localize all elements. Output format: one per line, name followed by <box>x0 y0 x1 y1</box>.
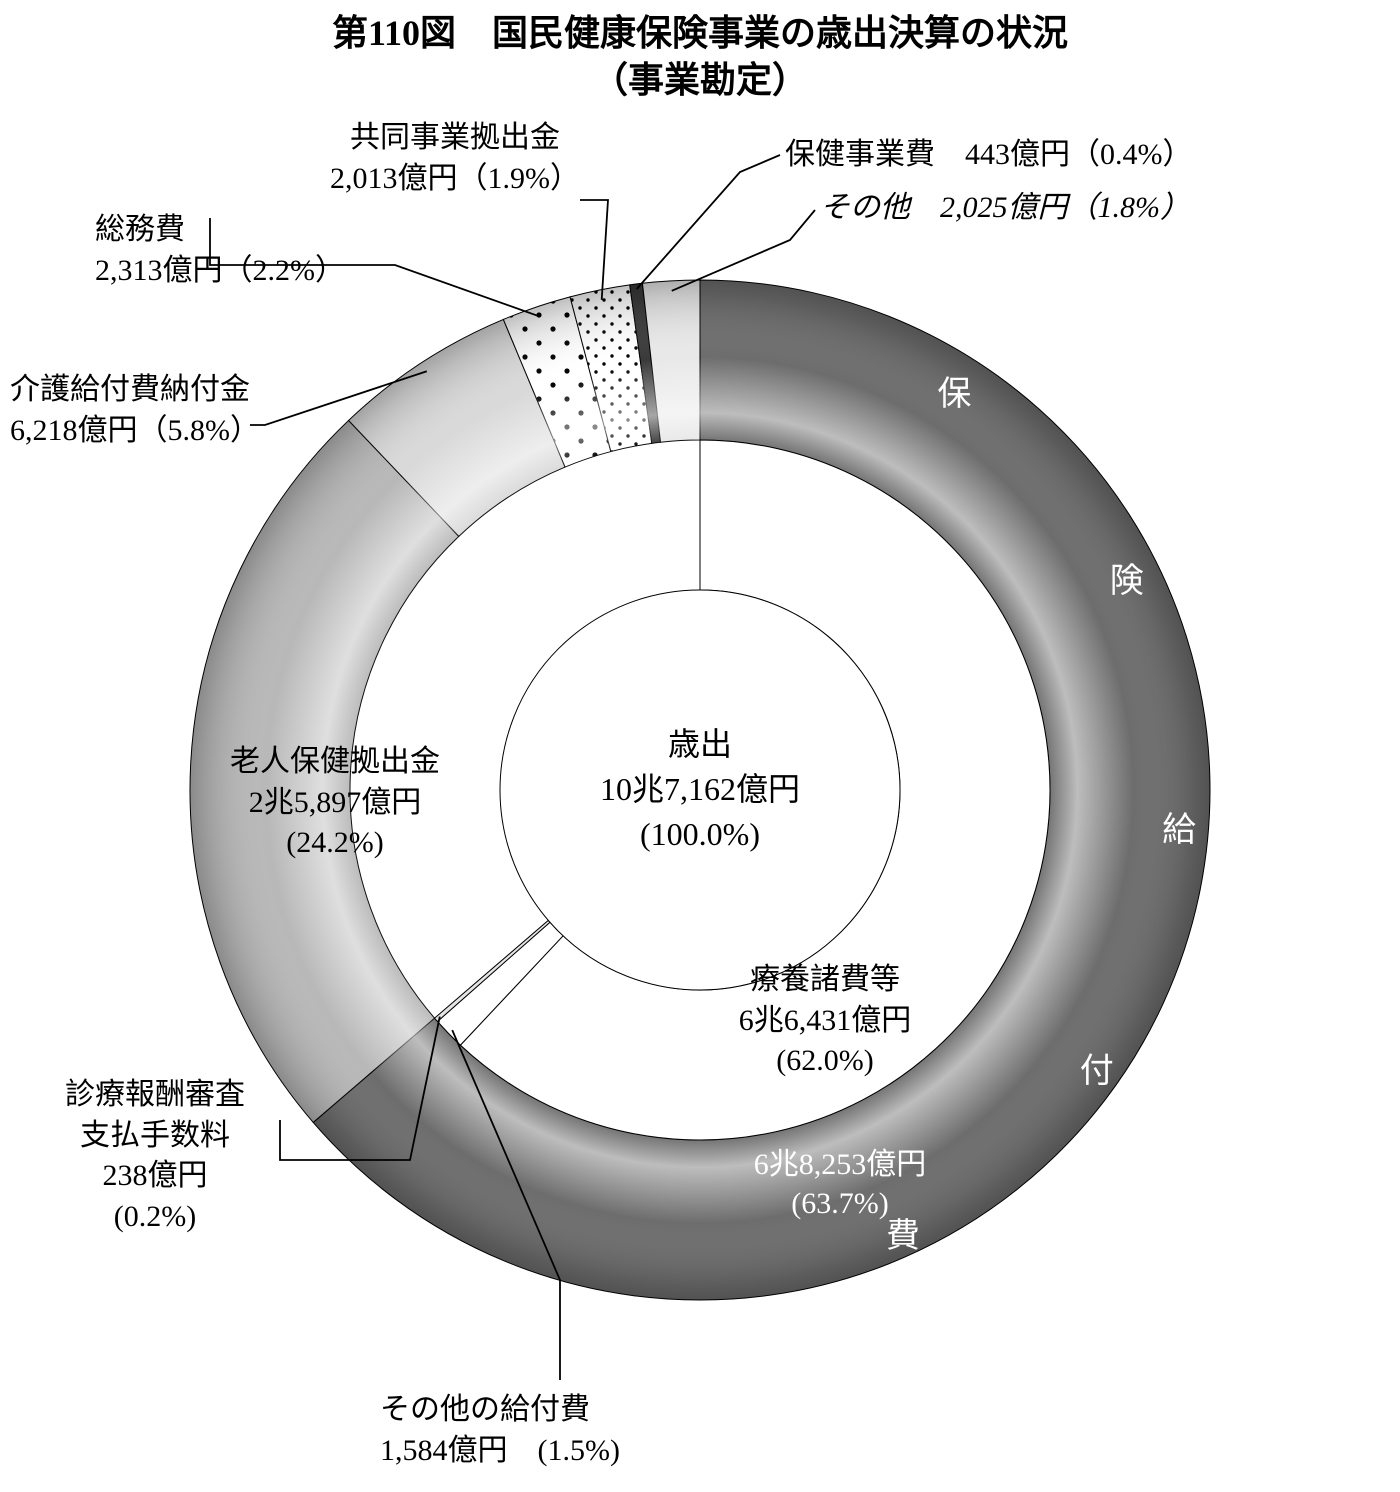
label-kaigo: 介護給付費納付金 6,218億円（5.8%） <box>10 370 260 451</box>
chart-container: 第110図 国民健康保険事業の歳出決算の状況 （事業勘定） <box>0 0 1400 1492</box>
label-hoken-jigyo: 保健事業費 443億円（0.4%） <box>785 135 1193 176</box>
ring-char: 保 <box>937 366 971 415</box>
label-sonota-kyufu: その他の給付費 1,584億円 (1.5%) <box>380 1390 620 1471</box>
label-soumu: 総務費 2,313億円（2.2%） <box>95 210 345 291</box>
label-sonota: その他 2,025億円（1.8%） <box>820 188 1190 229</box>
label-rojin: 老人保健拠出金 2兆5,897億円 (24.2%) <box>205 742 465 864</box>
ring-char: 付 <box>1080 1043 1114 1092</box>
center-pct: (100.0%) <box>640 816 760 852</box>
ring-char: 給 <box>1162 802 1196 851</box>
center-value: 10兆7,162億円 <box>600 771 800 807</box>
label-ryoyo: 療養諸費等 6兆6,431億円 (62.0%) <box>710 960 940 1082</box>
center-label: 歳出 10兆7,162億円 (100.0%) <box>560 722 840 856</box>
center-title: 歳出 <box>668 726 732 762</box>
label-kyodo: 共同事業拠出金 2,013億円（1.9%） <box>295 118 615 199</box>
label-hoken-value: 6兆8,253億円 (63.7%) <box>720 1145 960 1223</box>
ring-char: 費 <box>886 1208 920 1257</box>
label-shinryo: 診療報酬審査 支払手数料 238億円 (0.2%) <box>40 1075 270 1237</box>
ring-char: 険 <box>1110 553 1144 602</box>
